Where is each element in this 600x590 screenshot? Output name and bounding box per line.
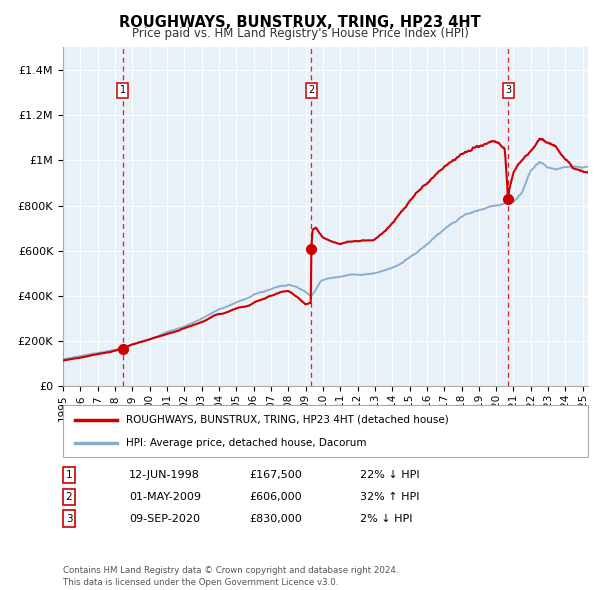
Text: Price paid vs. HM Land Registry's House Price Index (HPI): Price paid vs. HM Land Registry's House … [131,27,469,40]
Text: 09-SEP-2020: 09-SEP-2020 [129,514,200,523]
Text: 12-JUN-1998: 12-JUN-1998 [129,470,200,480]
Text: ROUGHWAYS, BUNSTRUX, TRING, HP23 4HT (detached house): ROUGHWAYS, BUNSTRUX, TRING, HP23 4HT (de… [126,415,449,425]
Text: £606,000: £606,000 [249,492,302,502]
Text: ROUGHWAYS, BUNSTRUX, TRING, HP23 4HT: ROUGHWAYS, BUNSTRUX, TRING, HP23 4HT [119,15,481,30]
Text: 2: 2 [65,492,73,502]
Text: £167,500: £167,500 [249,470,302,480]
Text: £830,000: £830,000 [249,514,302,523]
Text: 01-MAY-2009: 01-MAY-2009 [129,492,201,502]
Text: 3: 3 [65,514,73,523]
Text: HPI: Average price, detached house, Dacorum: HPI: Average price, detached house, Daco… [126,438,367,448]
Text: 2: 2 [308,85,314,95]
Text: 1: 1 [120,85,126,95]
Text: 2% ↓ HPI: 2% ↓ HPI [360,514,413,523]
Text: 32% ↑ HPI: 32% ↑ HPI [360,492,419,502]
Text: 22% ↓ HPI: 22% ↓ HPI [360,470,419,480]
Text: 1: 1 [65,470,73,480]
Text: 3: 3 [505,85,511,95]
Text: Contains HM Land Registry data © Crown copyright and database right 2024.
This d: Contains HM Land Registry data © Crown c… [63,566,398,587]
